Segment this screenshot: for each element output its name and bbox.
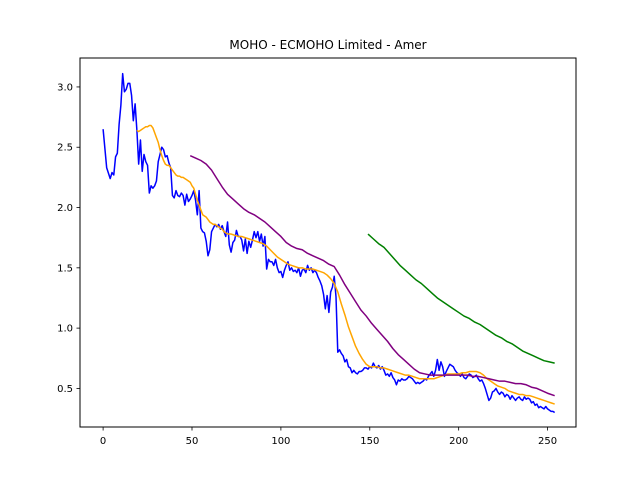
- y-axis-ticks: 0.5 1.0 1.5 2.0 2.5 3.0: [57, 82, 80, 395]
- y-tick-label: 1.5: [57, 263, 73, 274]
- series-line-1: [102, 72, 556, 414]
- x-axis-ticks: 0 50 100 150 200 250: [100, 427, 557, 447]
- x-tick-label: 0: [100, 436, 106, 447]
- series-line-3: [189, 154, 555, 397]
- y-tick-label: 2.0: [57, 203, 73, 214]
- chart-title: MOHO - ECMOHO Limited - Amer: [229, 38, 426, 52]
- series-line-4: [367, 233, 555, 364]
- x-tick-label: 100: [271, 436, 290, 447]
- series-line-2: [136, 124, 555, 405]
- x-tick-label: 150: [360, 436, 379, 447]
- y-tick-label: 0.5: [57, 384, 73, 395]
- x-tick-label: 250: [538, 436, 557, 447]
- x-tick-label: 200: [449, 436, 468, 447]
- y-tick-label: 1.0: [57, 324, 73, 335]
- y-tick-label: 3.0: [57, 82, 73, 93]
- x-tick-label: 50: [186, 436, 199, 447]
- plot-frame: [79, 57, 577, 428]
- y-tick-label: 2.5: [57, 143, 73, 154]
- series-layer: [102, 72, 556, 414]
